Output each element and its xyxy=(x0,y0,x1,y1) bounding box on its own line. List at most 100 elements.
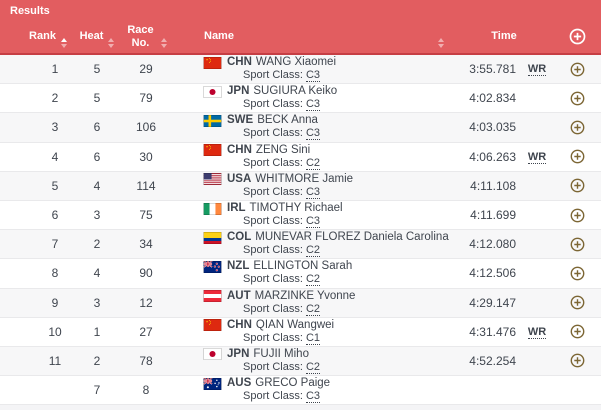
expand-cell xyxy=(554,318,601,346)
athlete-name: ZENG Sini xyxy=(255,143,311,156)
aut-flag-icon xyxy=(203,290,222,303)
column-header-name[interactable]: Name xyxy=(174,20,454,53)
panel-title: Results xyxy=(10,5,50,17)
time-value: 4:02.834 xyxy=(469,91,516,106)
table-header: Results Rank Heat Race No. Name Time xyxy=(0,0,601,55)
sport-class-value[interactable]: C2 xyxy=(305,156,321,170)
expand-row-button[interactable] xyxy=(570,208,585,223)
world-record-badge[interactable]: WR xyxy=(527,63,547,77)
table-row: 10 1 27 CHN QIAN Wangwei Sport Class: C1… xyxy=(0,317,601,347)
sport-class-value[interactable]: C1 xyxy=(305,331,321,345)
time-cell: 4:02.834 xyxy=(454,84,554,112)
expand-row-button[interactable] xyxy=(570,62,585,77)
expand-cell xyxy=(554,259,601,287)
time-value: 4:52.254 xyxy=(469,353,516,368)
rank-cell: 1 xyxy=(51,62,59,77)
sport-class-label: Sport Class: xyxy=(243,302,303,315)
race-no-cell: 75 xyxy=(139,208,153,223)
sport-class-value[interactable]: C2 xyxy=(305,360,321,374)
sort-icon xyxy=(160,38,167,48)
chn-flag-icon xyxy=(203,144,222,157)
race-no-cell: 79 xyxy=(139,91,153,106)
sport-class-label: Sport Class: xyxy=(243,215,303,228)
world-record-badge[interactable]: WR xyxy=(527,150,547,164)
athlete-cell: JPN SUGIURA Keiko Sport Class: C3 xyxy=(174,84,454,112)
expand-row-button[interactable] xyxy=(570,295,585,310)
athlete-name: MUNEVAR FLOREZ Daniela Carolina xyxy=(255,231,449,244)
column-header-rank[interactable]: Rank xyxy=(0,20,76,53)
column-header-race-no[interactable]: Race No. xyxy=(118,20,174,53)
heat-cell: 2 xyxy=(93,353,101,368)
time-value: 4:11.699 xyxy=(470,208,516,223)
athlete-name: TIMOTHY Richael xyxy=(249,202,343,215)
table-row: 1 5 29 CHN WANG Xiaomei Sport Class: C3 … xyxy=(0,55,601,85)
heat-cell: 6 xyxy=(93,149,101,164)
sport-class-label: Sport Class: xyxy=(243,98,303,111)
race-no-cell: 12 xyxy=(139,295,153,310)
rank-cell: 5 xyxy=(51,178,59,193)
rank-cell: 7 xyxy=(51,237,59,252)
athlete-name: FUJII Miho xyxy=(253,347,309,360)
sport-class-value[interactable]: C3 xyxy=(305,69,321,83)
col-flag-icon xyxy=(203,231,222,244)
sport-class-value[interactable]: C2 xyxy=(305,273,321,287)
time-value: 4:29.147 xyxy=(469,295,516,310)
expand-row-button[interactable] xyxy=(570,324,585,339)
expand-row-button[interactable] xyxy=(570,120,585,135)
expand-cell xyxy=(554,201,601,229)
rank-cell: 11 xyxy=(48,353,62,368)
expand-row-button[interactable] xyxy=(570,266,585,281)
time-value: 3:55.781 xyxy=(469,62,516,77)
irl-flag-icon xyxy=(203,202,222,215)
athlete-cell: JPN FUJII Miho Sport Class: C2 xyxy=(174,347,454,375)
sport-class-value[interactable]: C2 xyxy=(305,244,321,258)
sport-class-value[interactable]: C3 xyxy=(305,98,321,112)
athlete-cell: AUT MARZINKE Yvonne Sport Class: C2 xyxy=(174,289,454,317)
expand-all-button[interactable] xyxy=(554,20,601,53)
table-row: 9 3 12 AUT MARZINKE Yvonne Sport Class: … xyxy=(0,288,601,318)
expand-row-button[interactable] xyxy=(570,178,585,193)
sport-class-value[interactable]: C2 xyxy=(305,302,321,316)
sport-class-label: Sport Class: xyxy=(243,331,303,344)
expand-cell xyxy=(554,289,601,317)
time-value: 4:03.035 xyxy=(469,120,516,135)
race-no-cell: 8 xyxy=(142,383,150,398)
plus-circle-icon xyxy=(569,28,586,45)
time-cell: 4:12.506 xyxy=(454,259,554,287)
rank-cell: 8 xyxy=(51,266,59,281)
race-no-cell: 34 xyxy=(139,237,153,252)
table-row: 8 4 90 NZL ELLINGTON Sarah Sport Class: … xyxy=(0,259,601,289)
sport-class-value[interactable]: C3 xyxy=(305,390,321,404)
expand-row-button[interactable] xyxy=(570,353,585,368)
athlete-name: MARZINKE Yvonne xyxy=(254,289,356,302)
expand-cell xyxy=(554,55,601,83)
table-row: 5 4 114 USA WHITMORE Jamie Sport Class: … xyxy=(0,171,601,201)
expand-row-button[interactable] xyxy=(570,149,585,164)
results-table-body: 1 5 29 CHN WANG Xiaomei Sport Class: C3 … xyxy=(0,55,601,406)
sport-class-label: Sport Class: xyxy=(243,185,303,198)
time-value: 4:31.476 xyxy=(469,324,516,339)
table-row: 3 6 106 SWE BECK Anna Sport Class: C3 4:… xyxy=(0,113,601,143)
sport-class-value[interactable]: C3 xyxy=(305,185,321,199)
heat-cell: 4 xyxy=(93,178,101,193)
sport-class-value[interactable]: C3 xyxy=(305,127,321,141)
time-cell: 3:55.781 WR xyxy=(454,55,554,83)
country-code: CHN xyxy=(227,56,252,69)
time-cell: 4:11.699 xyxy=(454,201,554,229)
sport-class-label: Sport Class: xyxy=(243,127,303,140)
column-header-heat[interactable]: Heat xyxy=(76,20,118,53)
expand-row-button[interactable] xyxy=(570,91,585,106)
country-code: NZL xyxy=(227,260,250,273)
jpn-flag-icon xyxy=(203,348,222,361)
column-header-time: Time xyxy=(491,30,517,43)
expand-row-button[interactable] xyxy=(570,237,585,252)
swe-flag-icon xyxy=(203,114,222,127)
world-record-badge[interactable]: WR xyxy=(527,325,547,339)
expand-cell xyxy=(554,376,601,404)
chn-flag-icon xyxy=(203,319,222,332)
sort-icon xyxy=(438,38,444,48)
country-code: SWE xyxy=(227,114,254,127)
sport-class-label: Sport Class: xyxy=(243,156,303,169)
sport-class-value[interactable]: C3 xyxy=(305,215,321,229)
